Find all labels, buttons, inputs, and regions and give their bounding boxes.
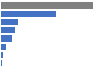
Bar bbox=[1, 11, 56, 17]
Bar bbox=[1, 2, 93, 9]
Bar bbox=[1, 52, 3, 58]
Bar bbox=[1, 60, 2, 66]
Bar bbox=[1, 27, 15, 33]
Bar bbox=[1, 36, 12, 42]
Bar bbox=[1, 19, 18, 25]
Bar bbox=[1, 44, 6, 50]
